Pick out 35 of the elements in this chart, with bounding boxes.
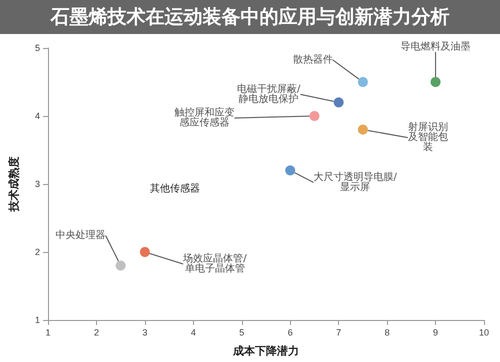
point bbox=[334, 97, 344, 108]
annotation: 其他传感器 bbox=[150, 182, 200, 194]
x-tick-label: 2 bbox=[94, 328, 99, 338]
x-tick-label: 6 bbox=[288, 328, 293, 338]
x-tick-label: 8 bbox=[384, 328, 390, 338]
y-tick-label: 3 bbox=[34, 179, 40, 189]
text: 电磁干扰屏蔽/静电放电保护 bbox=[236, 82, 301, 105]
point bbox=[140, 247, 150, 257]
y-tick-label: 4 bbox=[34, 111, 40, 121]
series-label: 大尺寸透明导电膜/显示屏 bbox=[314, 170, 398, 193]
point bbox=[116, 260, 126, 271]
text: 中央处理器 bbox=[56, 229, 106, 242]
chart-title: 石墨烯技术在运动装备中的应用与创新潜力分析 bbox=[0, 0, 500, 34]
text: 散热器件 bbox=[292, 54, 333, 66]
x-axis-title: 成本下降潜力 bbox=[232, 344, 299, 358]
y-tick-label: 5 bbox=[34, 43, 40, 53]
x-tick-label: 3 bbox=[142, 328, 148, 338]
x-tick-label: 10 bbox=[478, 328, 490, 338]
x-tick-label: 1 bbox=[45, 328, 51, 338]
x-tick-label: 5 bbox=[239, 328, 244, 338]
point bbox=[430, 77, 441, 87]
y-tick-label: 1 bbox=[34, 315, 40, 325]
x-tick-label: 4 bbox=[190, 328, 196, 338]
text: 射屏识别及智能包装 bbox=[408, 121, 448, 154]
text: 触控屏和应变感应传感器 bbox=[174, 106, 234, 128]
y-tick-label: 2 bbox=[34, 247, 40, 257]
point bbox=[309, 111, 320, 121]
y-axis-title: 技术成熟度 bbox=[8, 156, 20, 212]
point bbox=[358, 124, 368, 135]
text: 场效应晶体管/单电子晶体管 bbox=[182, 252, 248, 274]
text: 导电燃料及油墨 bbox=[400, 40, 471, 52]
point bbox=[285, 165, 296, 176]
x-tick-label: 7 bbox=[336, 328, 342, 338]
x-tick-label: 9 bbox=[433, 328, 438, 338]
point bbox=[358, 77, 368, 87]
